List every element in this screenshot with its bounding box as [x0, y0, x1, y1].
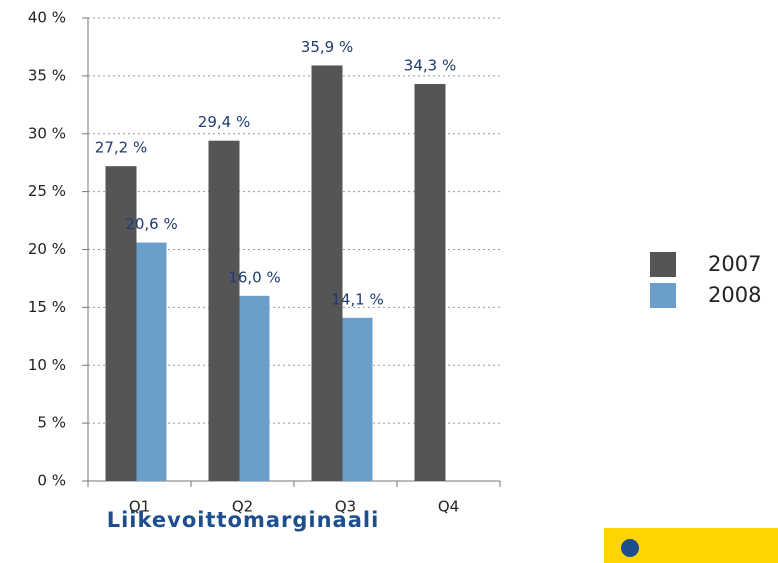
legend-swatch: [650, 252, 676, 277]
bar: [136, 242, 167, 481]
bar: [105, 166, 137, 481]
bar: [414, 83, 446, 481]
bar: [342, 317, 373, 481]
value-label: 14,1 %: [331, 290, 383, 308]
bar: [208, 140, 240, 481]
y-tick-label: 20 %: [28, 240, 66, 258]
chart-title: Liikevoittomarginaali: [107, 508, 380, 532]
y-tick-label: 15 %: [28, 298, 66, 316]
legend-swatch: [650, 283, 676, 308]
x-tick-label: Q2: [232, 498, 253, 516]
y-tick-label: 0 %: [37, 472, 66, 490]
value-label: 16,0 %: [228, 268, 280, 286]
bar: [239, 295, 270, 481]
y-tick-label: 40 %: [28, 9, 66, 27]
x-tick-label: Q1: [129, 498, 150, 516]
value-label: 35,9 %: [301, 38, 353, 56]
x-tick-label: Q3: [335, 498, 356, 516]
y-tick-label: 30 %: [28, 124, 66, 142]
value-label: 20,6 %: [125, 215, 177, 233]
y-tick-label: 25 %: [28, 182, 66, 200]
value-label: 29,4 %: [198, 113, 250, 131]
value-label: 34,3 %: [404, 56, 456, 74]
bar: [311, 65, 343, 482]
value-label: 27,2 %: [95, 139, 147, 157]
legend-label: 2008: [708, 283, 761, 307]
y-tick-label: 35 %: [28, 66, 66, 84]
x-tick-label: Q4: [438, 498, 459, 516]
logo-mark: [621, 539, 639, 557]
legend-label: 2007: [708, 252, 761, 276]
y-tick-label: 5 %: [37, 414, 66, 432]
y-tick-label: 10 %: [28, 356, 66, 374]
